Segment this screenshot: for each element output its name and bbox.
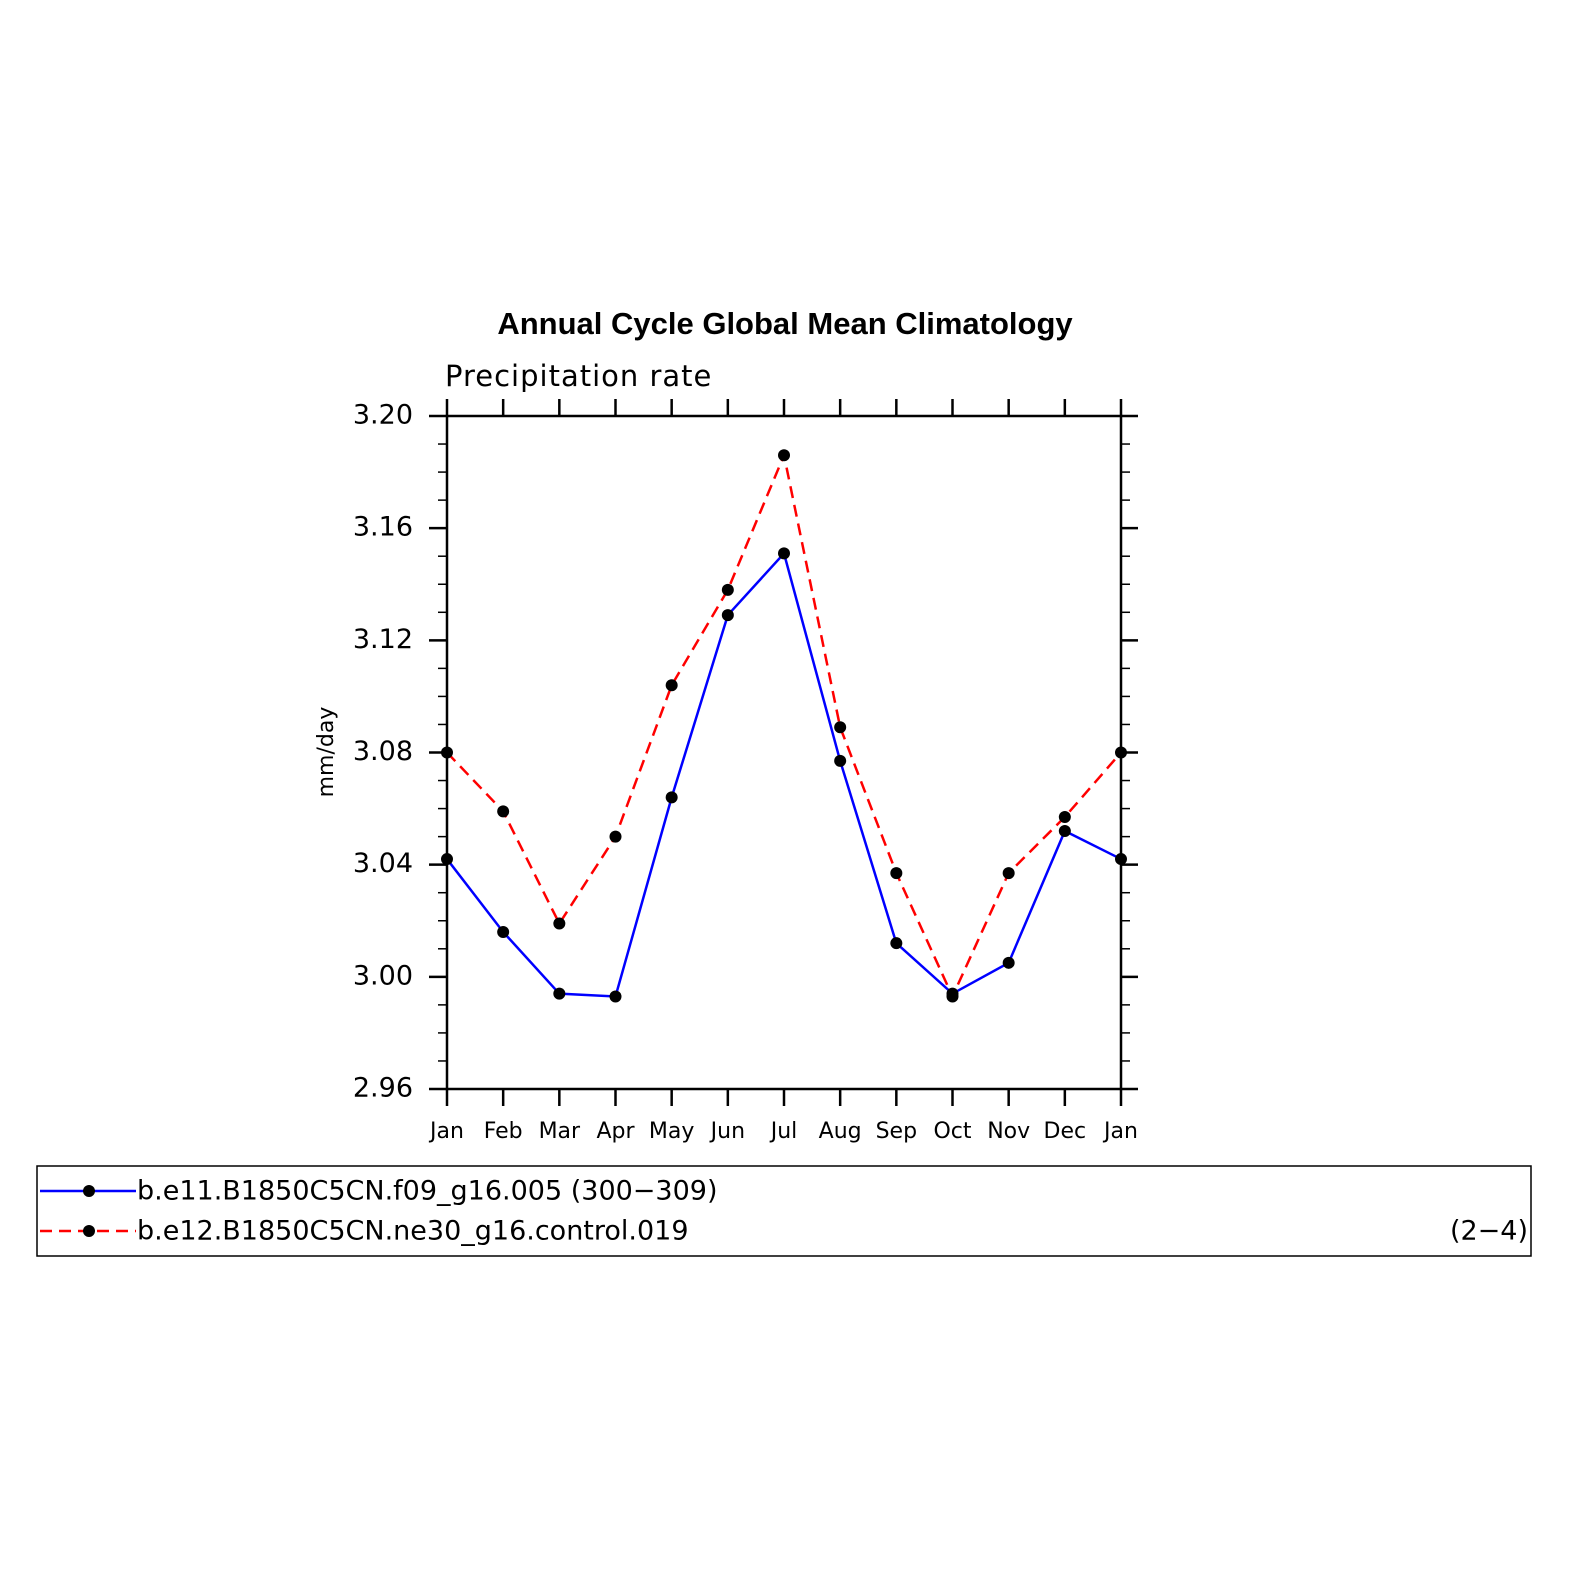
x-tick-label: Feb xyxy=(484,1119,523,1144)
marker xyxy=(497,805,510,818)
y-tick-label: 3.00 xyxy=(353,960,413,991)
x-tick-label: Dec xyxy=(1044,1119,1087,1144)
marker xyxy=(1002,956,1015,969)
marker xyxy=(1002,867,1015,880)
marker xyxy=(665,679,678,692)
marker xyxy=(834,721,847,734)
x-tick-label: Jan xyxy=(428,1119,464,1144)
marker xyxy=(441,853,453,866)
y-axis-label: mm/day xyxy=(314,707,339,798)
marker xyxy=(609,830,622,843)
chart-title: Annual Cycle Global Mean Climatology xyxy=(497,306,1073,341)
x-tick-label: Apr xyxy=(596,1119,635,1144)
marker xyxy=(665,791,678,804)
marker xyxy=(778,547,790,560)
marker xyxy=(721,609,734,622)
marker xyxy=(1058,825,1071,838)
series-line xyxy=(446,451,1122,1000)
y-tick-label: 3.04 xyxy=(353,848,413,879)
legend-label: b.e11.B1850C5CN.f09_g16.005 (300−309) xyxy=(137,1176,718,1207)
chart-subtitle: Precipitation rate xyxy=(445,359,712,393)
legend-marker xyxy=(83,1225,95,1237)
marker xyxy=(890,867,903,880)
y-tick-label: 3.20 xyxy=(353,400,413,431)
marker xyxy=(1115,746,1127,759)
x-tick-label: Sep xyxy=(876,1119,917,1144)
x-tick-label: Aug xyxy=(819,1119,862,1144)
marker xyxy=(834,754,847,767)
marker xyxy=(1058,810,1071,823)
y-tick-label: 3.12 xyxy=(353,624,413,655)
x-tick-label: May xyxy=(649,1119,694,1144)
x-tick-label: Jun xyxy=(709,1119,745,1144)
legend-box xyxy=(36,1165,1532,1257)
y-tick-label: 3.08 xyxy=(353,736,413,767)
plot-frame xyxy=(445,414,1123,1091)
marker xyxy=(778,449,790,462)
x-tick-label: Jan xyxy=(1102,1119,1138,1144)
x-tick-label: Oct xyxy=(933,1119,971,1144)
y-tick-label: 3.16 xyxy=(353,512,413,543)
marker xyxy=(609,990,622,1003)
x-tick-label: Mar xyxy=(539,1119,581,1144)
legend-note: (2−4) xyxy=(1450,1216,1528,1247)
series-line xyxy=(446,550,1122,998)
marker xyxy=(946,990,959,1003)
x-tick-label: Jul xyxy=(769,1119,798,1144)
marker xyxy=(890,937,903,950)
marker xyxy=(1115,853,1127,866)
legend-label: b.e12.B1850C5CN.ne30_g16.control.019 xyxy=(137,1216,689,1247)
marker xyxy=(441,746,453,759)
y-tick-label: 2.96 xyxy=(353,1073,413,1104)
x-tick-label: Nov xyxy=(987,1119,1030,1144)
marker xyxy=(721,583,734,596)
marker xyxy=(553,987,566,1000)
marker xyxy=(553,917,566,930)
marker xyxy=(497,925,510,938)
legend-marker xyxy=(83,1185,95,1197)
